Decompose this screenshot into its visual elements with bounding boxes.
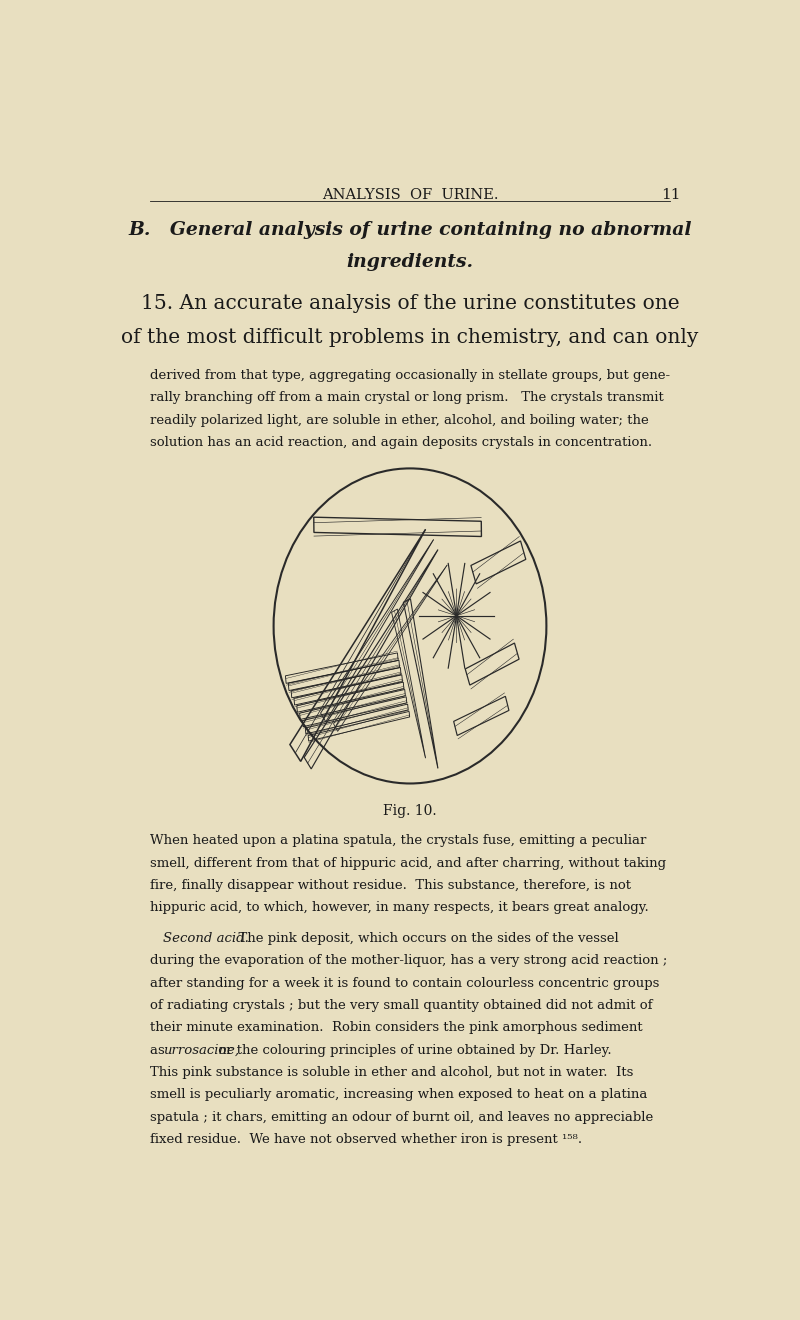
Text: of the most difficult problems in chemistry, and can only: of the most difficult problems in chemis… [122,329,698,347]
Text: 11: 11 [661,187,681,202]
Text: B.   General analysis of urine containing no abnormal: B. General analysis of urine containing … [128,222,692,239]
Text: This pink substance is soluble in ether and alcohol, but not in water.  Its: This pink substance is soluble in ether … [150,1067,633,1078]
Text: rally branching off from a main crystal or long prism.   The crystals transmit: rally branching off from a main crystal … [150,391,663,404]
Text: smell, different from that of hippuric acid, and after charring, without taking: smell, different from that of hippuric a… [150,857,666,870]
Text: solution has an acid reaction, and again deposits crystals in concentration.: solution has an acid reaction, and again… [150,436,652,449]
Text: during the evaporation of the mother-liquor, has a very strong acid reaction ;: during the evaporation of the mother-liq… [150,954,667,968]
Text: or the colouring principles of urine obtained by Dr. Harley.: or the colouring principles of urine obt… [214,1044,612,1057]
Text: ingredients.: ingredients. [346,253,474,271]
Text: urrosacine,: urrosacine, [163,1044,239,1057]
Text: Fig. 10.: Fig. 10. [383,804,437,818]
Text: their minute examination.  Robin considers the pink amorphous sediment: their minute examination. Robin consider… [150,1022,642,1035]
Text: fire, finally disappear without residue.  This substance, therefore, is not: fire, finally disappear without residue.… [150,879,630,892]
Text: Second acid.: Second acid. [163,932,249,945]
Text: smell is peculiarly aromatic, increasing when exposed to heat on a platina: smell is peculiarly aromatic, increasing… [150,1089,647,1101]
Text: ANALYSIS  OF  URINE.: ANALYSIS OF URINE. [322,187,498,202]
Text: The pink deposit, which occurs on the sides of the vessel: The pink deposit, which occurs on the si… [230,932,619,945]
Text: after standing for a week it is found to contain colourless concentric groups: after standing for a week it is found to… [150,977,659,990]
Text: fixed residue.  We have not observed whether iron is present ¹⁵⁸.: fixed residue. We have not observed whet… [150,1133,582,1146]
Text: 15. An accurate analysis of the urine constitutes one: 15. An accurate analysis of the urine co… [141,293,679,313]
Text: When heated upon a platina spatula, the crystals fuse, emitting a peculiar: When heated upon a platina spatula, the … [150,834,646,847]
Text: hippuric acid, to which, however, in many respects, it bears great analogy.: hippuric acid, to which, however, in man… [150,902,648,915]
Text: readily polarized light, are soluble in ether, alcohol, and boiling water; the: readily polarized light, are soluble in … [150,413,648,426]
Text: spatula ; it chars, emitting an odour of burnt oil, and leaves no appreciable: spatula ; it chars, emitting an odour of… [150,1110,653,1123]
Text: as: as [150,1044,169,1057]
Text: of radiating crystals ; but the very small quantity obtained did not admit of: of radiating crystals ; but the very sma… [150,999,652,1012]
Text: derived from that type, aggregating occasionally in stellate groups, but gene-: derived from that type, aggregating occa… [150,368,670,381]
